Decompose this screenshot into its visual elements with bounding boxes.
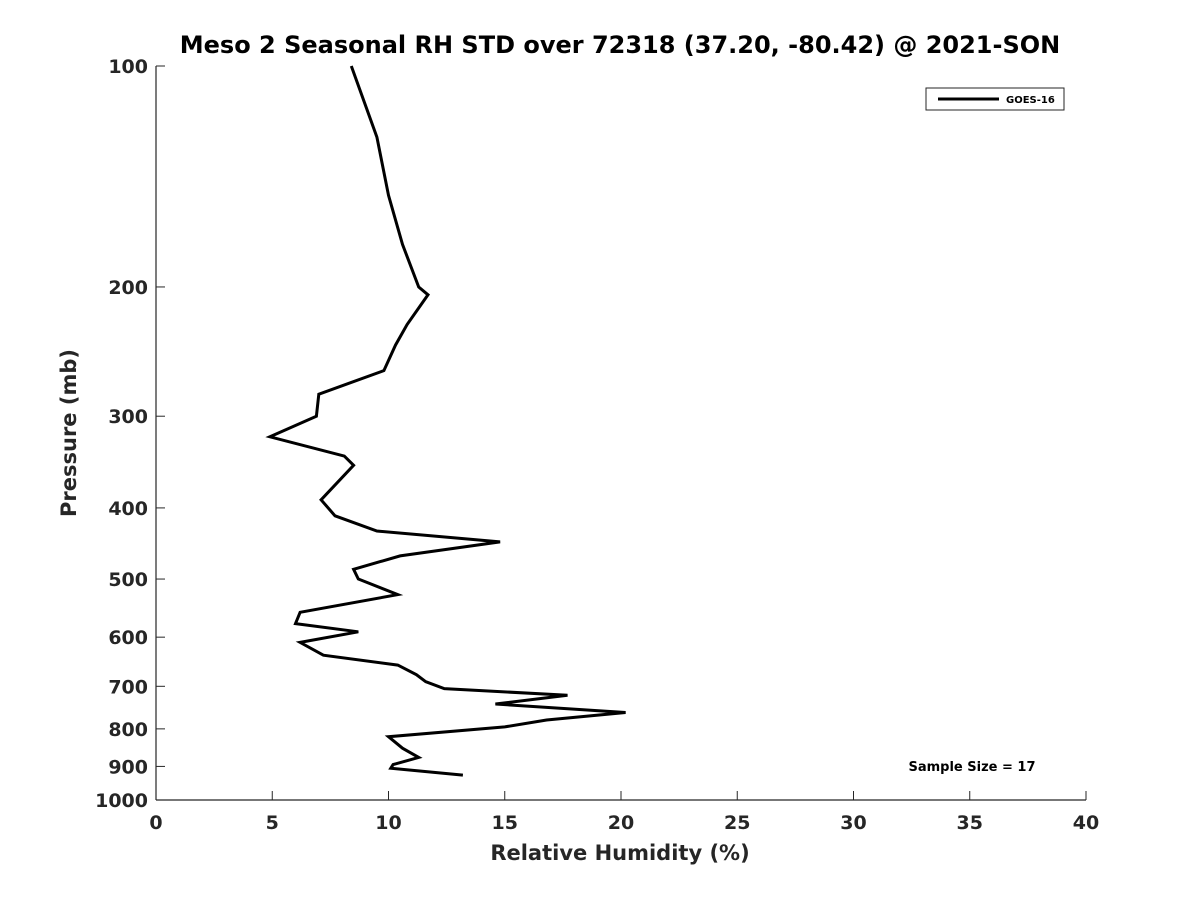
x-tick-label: 30	[840, 812, 866, 834]
y-axis-ticks: 100 200 300 400 500 600 700 800 900 1000	[95, 56, 165, 812]
y-axis-label: Pressure (mb)	[57, 349, 81, 517]
legend: GOES-16	[925, 87, 1065, 111]
y-tick-label: 400	[108, 498, 148, 520]
plot-axes	[155, 66, 1086, 801]
y-tick-label: 100	[108, 56, 148, 78]
x-tick-label: 15	[492, 812, 518, 834]
x-tick-label: 10	[375, 812, 401, 834]
y-tick-label: 500	[108, 569, 148, 591]
y-tick-label: 600	[108, 627, 148, 649]
x-axis-label: Relative Humidity (%)	[490, 841, 749, 865]
y-tick-label: 800	[108, 719, 148, 741]
y-tick-label: 200	[108, 277, 148, 299]
y-tick-label: 300	[108, 406, 148, 428]
series-line-goes-16	[265, 65, 626, 777]
y-tick-label: 900	[108, 756, 148, 778]
x-tick-label: 0	[149, 812, 162, 834]
chart-title: Meso 2 Seasonal RH STD over 72318 (37.20…	[180, 31, 1061, 59]
x-axis-ticks: 0 5 10 15 20 25 30 35 40	[149, 791, 1099, 834]
y-tick-label: 1000	[95, 790, 148, 812]
x-tick-label: 5	[266, 812, 279, 834]
x-tick-label: 20	[608, 812, 634, 834]
x-tick-label: 35	[957, 812, 983, 834]
legend-label-goes-16: GOES-16	[1006, 95, 1055, 106]
sample-size-annotation: Sample Size = 17	[908, 760, 1035, 775]
x-tick-label: 40	[1073, 812, 1099, 834]
series-layer	[265, 65, 626, 777]
y-tick-label: 700	[108, 676, 148, 698]
x-tick-label: 25	[724, 812, 750, 834]
